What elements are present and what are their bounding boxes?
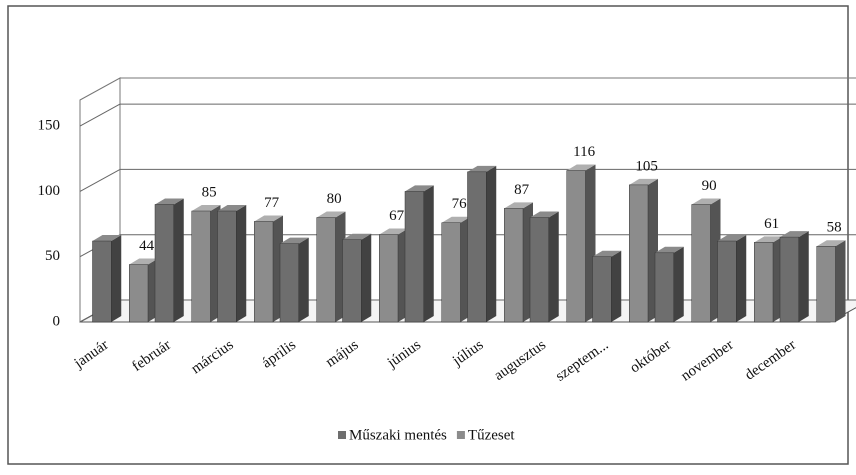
x-tick-label: április bbox=[259, 337, 299, 372]
data-label: 58 bbox=[827, 220, 842, 236]
bar bbox=[441, 222, 461, 323]
bar bbox=[129, 264, 149, 323]
bar-side bbox=[486, 165, 497, 322]
bar bbox=[717, 240, 737, 323]
bar-top bbox=[191, 205, 221, 211]
x-tick-label: október bbox=[627, 337, 674, 376]
bar-side bbox=[111, 235, 122, 322]
bar bbox=[154, 204, 174, 323]
bar-top bbox=[379, 228, 408, 235]
bar bbox=[467, 171, 487, 323]
bar-top bbox=[566, 164, 596, 171]
y-tick-label: 0 bbox=[53, 313, 61, 329]
bar-top bbox=[530, 211, 559, 218]
bar bbox=[754, 242, 774, 323]
data-label: 44 bbox=[139, 238, 155, 254]
y-tick-label: 150 bbox=[38, 118, 61, 134]
data-label: 67 bbox=[389, 208, 405, 224]
data-label: 105 bbox=[635, 158, 658, 174]
bar-top bbox=[592, 250, 622, 257]
data-label: 87 bbox=[514, 182, 530, 198]
bar-top bbox=[155, 198, 184, 205]
data-label: 90 bbox=[702, 178, 717, 194]
bar bbox=[92, 240, 112, 323]
bar bbox=[592, 256, 612, 323]
bar bbox=[529, 217, 549, 323]
x-tick-label: február bbox=[129, 337, 174, 375]
bar bbox=[217, 210, 237, 323]
bar bbox=[342, 239, 362, 323]
bar bbox=[254, 221, 274, 323]
bar bbox=[566, 170, 586, 323]
bar-side bbox=[236, 205, 247, 322]
legend-swatch bbox=[338, 431, 346, 439]
bar-top bbox=[254, 215, 283, 222]
data-label: 61 bbox=[764, 216, 779, 232]
bar-top bbox=[217, 205, 247, 211]
bar-top bbox=[342, 233, 372, 240]
data-label: 80 bbox=[327, 191, 342, 207]
bar bbox=[816, 246, 836, 323]
bar-top bbox=[691, 198, 721, 205]
x-tick-label: szeptem... bbox=[553, 337, 612, 385]
bar-top bbox=[92, 235, 122, 242]
legend-swatch bbox=[456, 431, 465, 439]
y-tick-label: 50 bbox=[45, 248, 60, 264]
bar-top bbox=[629, 178, 658, 185]
legend-label: Tűzeset bbox=[468, 427, 515, 443]
bar-top bbox=[780, 231, 809, 238]
bar-side bbox=[548, 211, 559, 322]
bar-side bbox=[798, 231, 809, 322]
x-tick-label: december bbox=[742, 337, 799, 384]
bar-side bbox=[835, 240, 846, 322]
bar-top bbox=[316, 211, 346, 218]
y-tick-label: 100 bbox=[38, 183, 61, 199]
bar-side bbox=[173, 198, 184, 322]
x-tick-label: augusztus bbox=[491, 337, 549, 384]
bar-top bbox=[405, 185, 434, 192]
bar-side bbox=[736, 235, 747, 322]
x-tick-label: június bbox=[384, 337, 424, 372]
bar bbox=[504, 208, 524, 323]
x-tick-label: január bbox=[71, 337, 112, 372]
grid-line bbox=[79, 103, 121, 127]
grid-line bbox=[79, 168, 121, 192]
bar-side bbox=[361, 233, 372, 322]
legend-label: Műszaki mentés bbox=[349, 427, 447, 443]
bar bbox=[654, 252, 674, 323]
bar bbox=[404, 191, 424, 323]
data-label: 116 bbox=[573, 144, 595, 160]
bar bbox=[379, 234, 399, 323]
bar-top bbox=[754, 236, 783, 243]
bar-top bbox=[717, 235, 747, 242]
bar-top bbox=[441, 216, 471, 223]
bar bbox=[691, 204, 711, 323]
bar-top bbox=[129, 258, 158, 265]
bar-top bbox=[467, 165, 497, 172]
data-label: 76 bbox=[452, 196, 468, 212]
data-label: 85 bbox=[202, 184, 217, 200]
bar bbox=[316, 217, 336, 323]
bar-top bbox=[816, 240, 846, 247]
bar-top bbox=[280, 237, 309, 244]
x-tick-label: március bbox=[188, 337, 236, 377]
x-tick-label: november bbox=[678, 337, 736, 385]
bar-side bbox=[673, 246, 684, 322]
bar-top bbox=[504, 202, 533, 209]
bar-side bbox=[423, 185, 434, 322]
bar bbox=[279, 243, 299, 323]
data-label: 77 bbox=[264, 195, 280, 211]
x-tick-label: július bbox=[449, 337, 486, 370]
bar bbox=[779, 236, 799, 323]
bar-top bbox=[655, 246, 684, 253]
bar-side bbox=[298, 237, 309, 322]
bar bbox=[629, 184, 649, 323]
x-tick-label: május bbox=[323, 337, 362, 371]
bar bbox=[191, 210, 211, 323]
bar-side bbox=[611, 250, 622, 322]
